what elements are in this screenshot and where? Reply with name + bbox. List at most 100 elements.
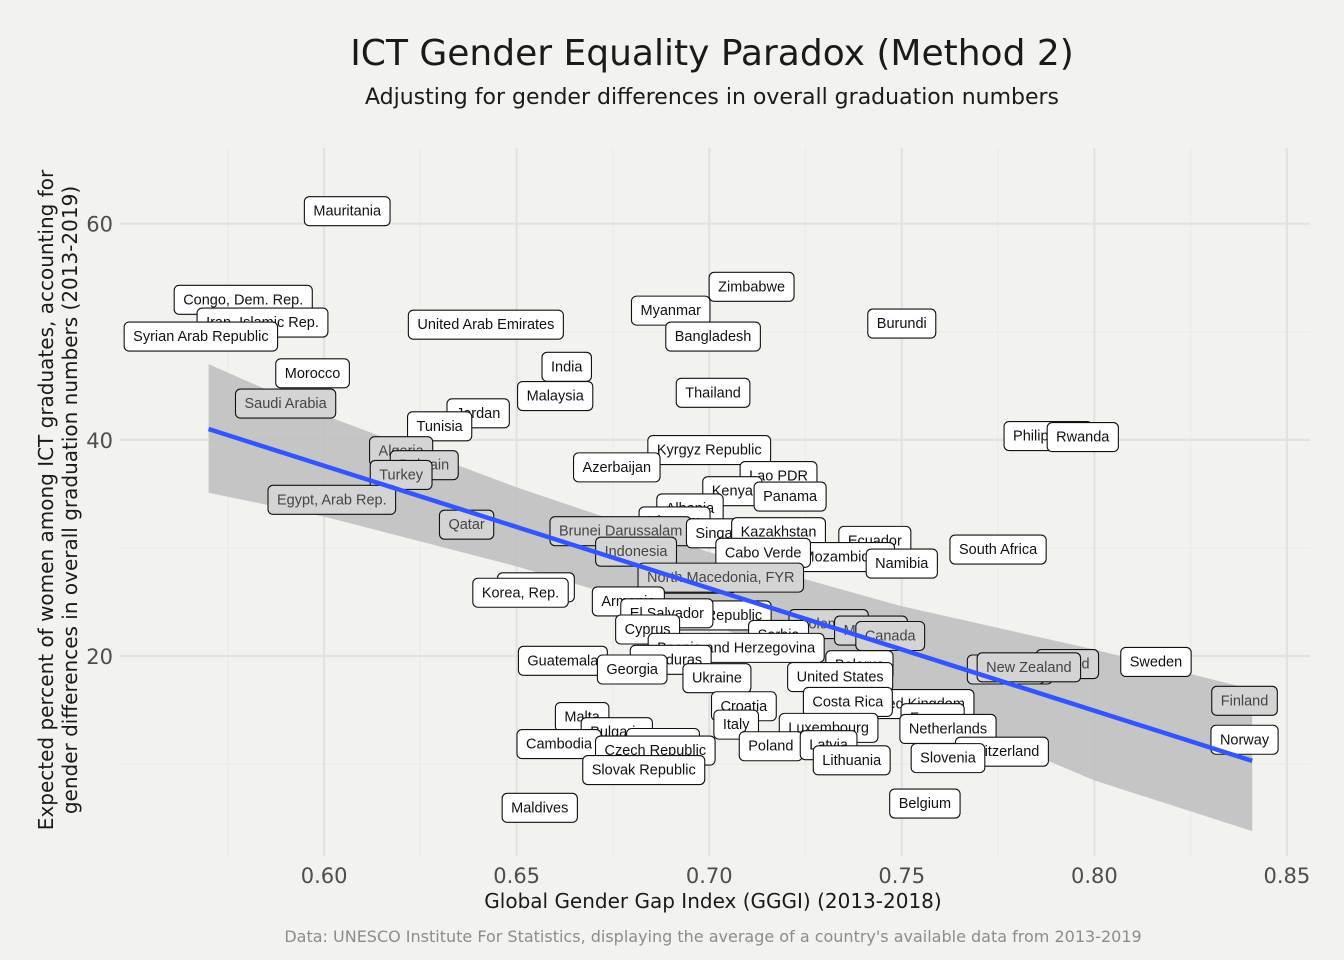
point-label-text: Turkey xyxy=(379,467,424,483)
point-label-box xyxy=(582,754,706,786)
point-label-text: Ukraine xyxy=(692,671,742,687)
point-label-text: Brunei Darussalam xyxy=(559,524,682,540)
y-tick-label: 20 xyxy=(86,645,113,669)
point-label-text: Kyrgyz Republic xyxy=(657,443,762,459)
data-point-label: United Arab Emirates xyxy=(407,309,564,340)
point-label-box xyxy=(406,411,473,442)
point-label-box xyxy=(812,745,891,776)
point-label-box xyxy=(1210,724,1279,755)
data-point-label: Korea, Rep. xyxy=(472,577,569,608)
point-label-text: Indonesia xyxy=(605,544,669,560)
data-point-label: Myanmar xyxy=(630,295,711,326)
point-label-text: Cambodia xyxy=(526,737,593,753)
point-label-text: United Arab Emirates xyxy=(417,317,554,333)
point-label-text: Qatar xyxy=(448,517,484,533)
point-label-text: Malaysia xyxy=(527,389,585,405)
point-label-box xyxy=(1211,685,1278,716)
data-point-label: Azerbaijan xyxy=(572,452,661,483)
point-label-text: Morocco xyxy=(285,366,341,382)
data-point-label: Qatar xyxy=(438,509,495,540)
data-point-label: Slovenia xyxy=(910,743,986,774)
point-label-box xyxy=(910,743,986,774)
data-point-label: Panama xyxy=(753,481,827,512)
data-point-label: Lithuania xyxy=(812,745,891,776)
x-tick-label: 0.70 xyxy=(686,864,733,888)
point-label-text: India xyxy=(551,359,583,375)
point-label-text: Belgium xyxy=(899,796,951,812)
point-label-text: Maldives xyxy=(511,800,568,816)
data-point-label: Congo, Dem. Rep. xyxy=(173,284,313,315)
data-point-label: Saudi Arabia xyxy=(234,388,337,419)
point-label-text: Slovenia xyxy=(920,751,977,767)
x-axis-title: Global Gender Gap Index (GGGI) (2013-201… xyxy=(484,889,941,913)
data-point-label: Zimbabwe xyxy=(708,271,795,302)
data-point-label: India xyxy=(541,351,593,382)
point-label-text: Egypt, Arab Rep. xyxy=(277,492,387,508)
data-point-label: Morocco xyxy=(275,358,350,389)
point-label-box xyxy=(867,308,937,339)
trend-line-layer xyxy=(207,426,1253,764)
point-label-box xyxy=(517,380,594,412)
point-label-text: Lao PDR xyxy=(749,469,808,485)
point-label-text: Georgia xyxy=(606,662,659,678)
point-label-text: New Zealand xyxy=(986,660,1071,676)
data-point-label: Belgium xyxy=(889,788,961,819)
data-point-label: Bangladesh xyxy=(665,321,761,352)
point-label-text: Rwanda xyxy=(1056,430,1110,446)
data-point-label: Mauritania xyxy=(303,196,391,227)
point-label-text: Cabo Verde xyxy=(725,545,802,561)
data-point-label: Egypt, Arab Rep. xyxy=(267,484,397,515)
point-label-box xyxy=(472,577,569,608)
data-point-label: Indonesia xyxy=(595,536,678,567)
chart-title: ICT Gender Equality Paradox (Method 2) xyxy=(350,33,1074,74)
point-label-text: Kazakhstan xyxy=(741,525,817,541)
data-point-label: South Africa xyxy=(949,534,1047,565)
point-label-text: Congo, Dem. Rep. xyxy=(183,292,303,308)
point-label-text: Guatemala xyxy=(527,653,599,669)
point-label-text: Tunisia xyxy=(417,419,464,435)
chart-subtitle: Adjusting for gender differences in over… xyxy=(365,85,1059,110)
point-label-text: Namibia xyxy=(875,556,929,572)
x-tick-label: 0.75 xyxy=(878,864,925,888)
data-point-label: Malaysia xyxy=(517,380,594,412)
data-point-label: Rwanda xyxy=(1046,422,1119,453)
point-label-box xyxy=(647,435,772,466)
data-point-label: Georgia xyxy=(596,654,668,685)
point-label-box xyxy=(865,548,938,579)
point-label-box xyxy=(675,377,751,408)
point-label-text: Finland xyxy=(1221,693,1269,709)
point-label-text: Slovak Republic xyxy=(592,763,696,779)
point-label-text: Korea, Rep. xyxy=(482,585,559,601)
data-point-label: Poland xyxy=(738,731,803,762)
point-label-text: Mauritania xyxy=(313,204,382,220)
data-point-label: Finland xyxy=(1211,685,1278,716)
x-tick-label: 0.60 xyxy=(301,864,348,888)
data-point-label: Slovak Republic xyxy=(582,754,706,786)
data-point-label: New Zealand xyxy=(976,652,1082,683)
data-point-label: Costa Rica xyxy=(802,686,893,717)
data-point-label: Guatemala xyxy=(517,645,608,676)
point-label-box xyxy=(665,321,761,352)
x-tick-label: 0.85 xyxy=(1264,864,1311,888)
data-point-label: Netherlands xyxy=(899,713,997,745)
point-label-text: Panama xyxy=(763,489,818,505)
point-label-text: Thailand xyxy=(685,385,741,401)
data-point-label: Syrian Arab Republic xyxy=(123,321,279,352)
point-label-text: Poland xyxy=(748,739,793,755)
point-label-box xyxy=(976,652,1082,683)
data-point-label: Ukraine xyxy=(682,663,752,694)
point-label-text: Myanmar xyxy=(640,303,701,319)
point-label-box xyxy=(753,481,827,512)
point-label-text: Italy xyxy=(723,717,750,733)
data-point-label: Thailand xyxy=(675,377,751,408)
point-label-box xyxy=(889,788,961,819)
point-label-box xyxy=(708,271,795,302)
point-label-text: Costa Rica xyxy=(812,694,884,710)
data-point-label: Namibia xyxy=(865,548,938,579)
point-label-text: Mozambique xyxy=(803,550,886,566)
point-label-box xyxy=(234,388,337,419)
y-tick-label: 40 xyxy=(86,429,113,453)
data-point-label: Kyrgyz Republic xyxy=(647,435,772,466)
point-label-box xyxy=(267,484,397,515)
